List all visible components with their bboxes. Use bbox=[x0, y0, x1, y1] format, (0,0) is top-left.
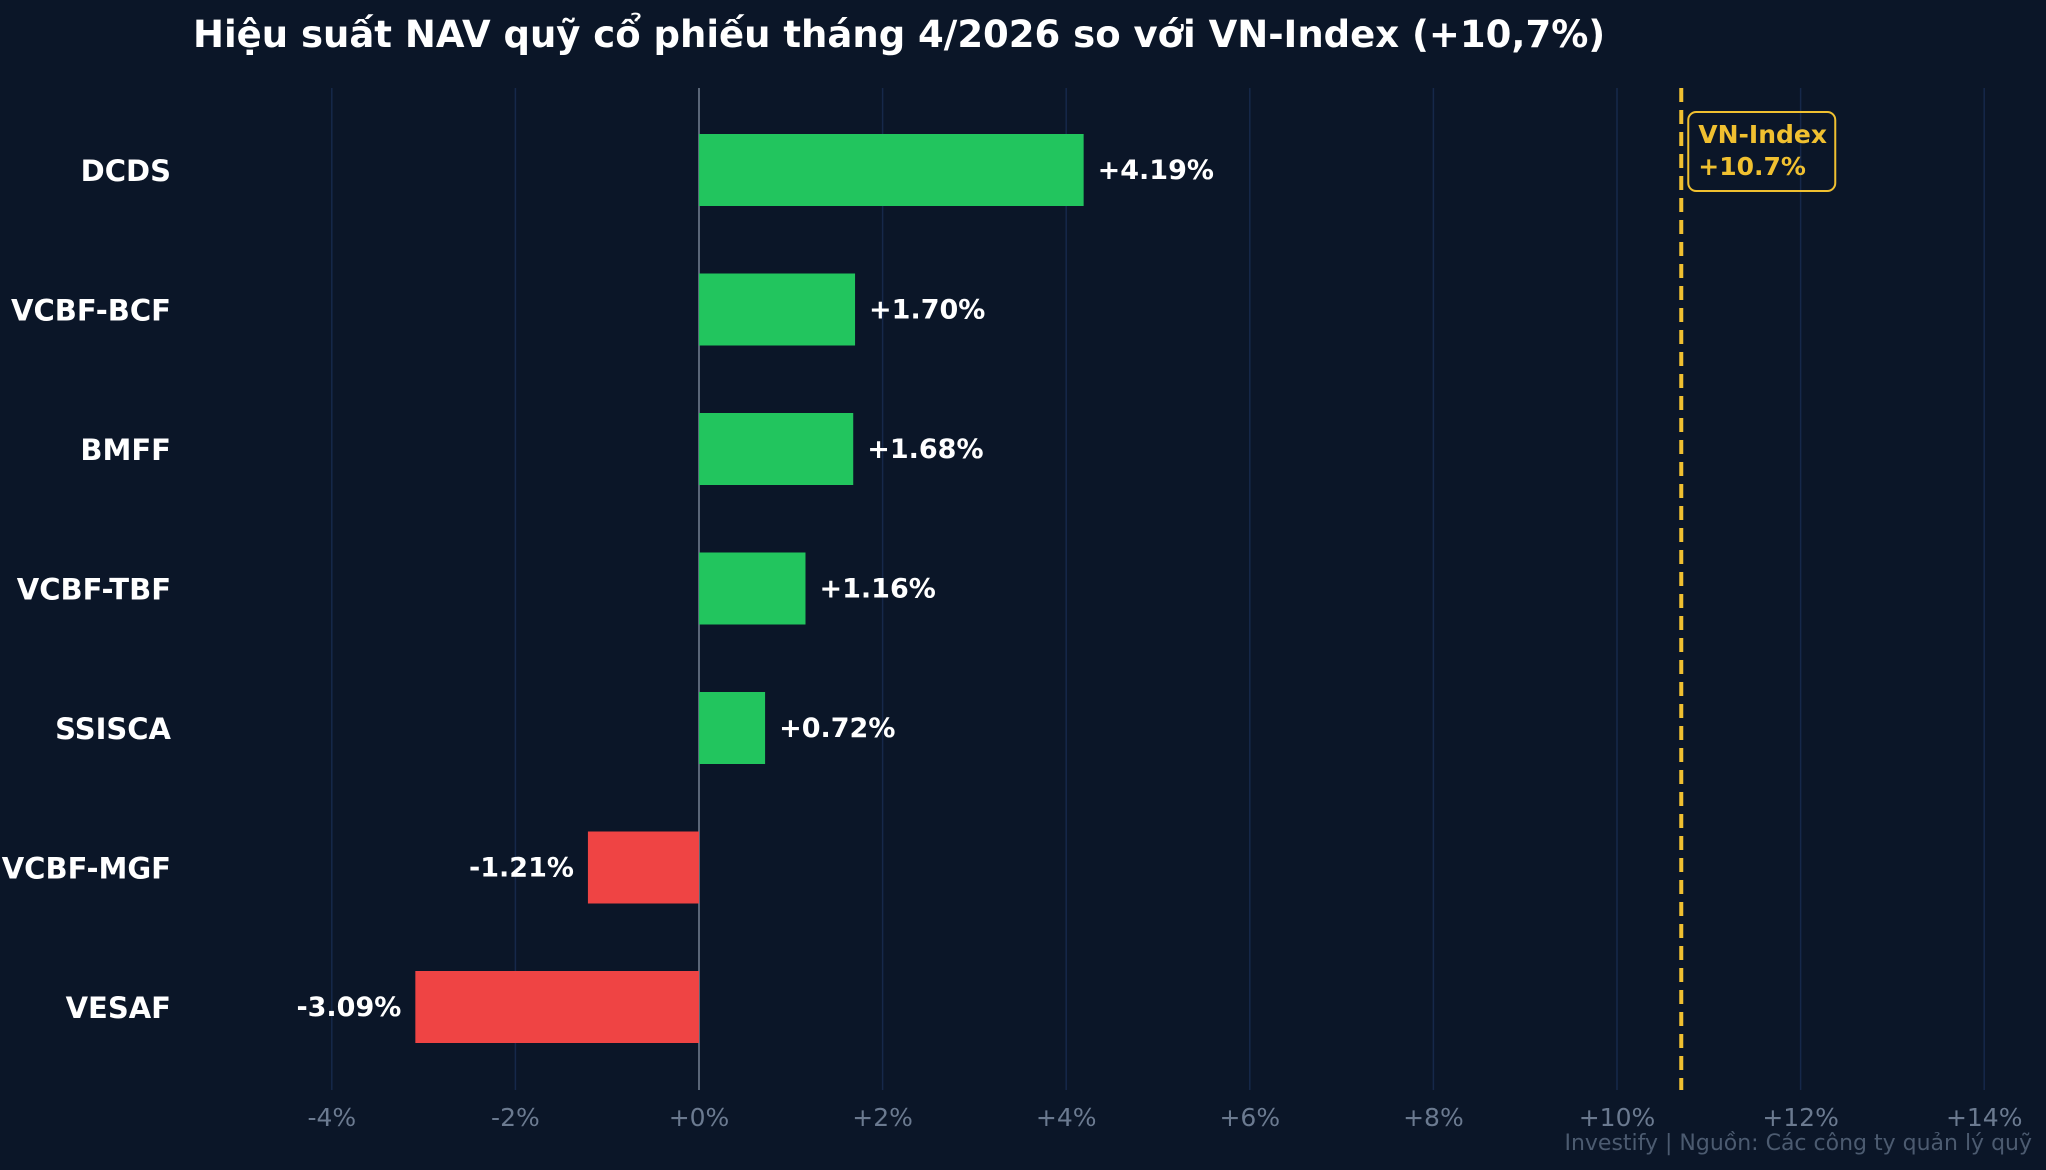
category-label: VESAF bbox=[66, 991, 171, 1025]
vn-index-value-label: +10.7% bbox=[1698, 152, 1806, 181]
x-tick-label: +12% bbox=[1762, 1103, 1839, 1132]
source-note: Investify | Nguồn: Các công ty quản lý q… bbox=[1564, 1131, 2032, 1156]
chart-title: Hiệu suất NAV quỹ cổ phiếu tháng 4/2026 … bbox=[193, 13, 1605, 56]
x-tick-label: +10% bbox=[1579, 1103, 1656, 1132]
data-label: +1.70% bbox=[869, 295, 985, 326]
bar-dcds bbox=[699, 134, 1084, 206]
x-tick-label: +0% bbox=[669, 1103, 730, 1132]
category-label: BMFF bbox=[80, 433, 171, 467]
data-label: +0.72% bbox=[779, 713, 895, 744]
x-tick-label: +2% bbox=[852, 1103, 913, 1132]
data-label: -3.09% bbox=[296, 992, 401, 1023]
x-tick-labels: -4% -2% +0% +2% +4% +6% +8% +10% +12% +14% bbox=[307, 1103, 2022, 1132]
category-label: SSISCA bbox=[55, 712, 171, 746]
bar-vcbf-bcf bbox=[699, 273, 856, 346]
x-tick-label: +6% bbox=[1219, 1103, 1280, 1132]
bars: +4.19% +1.70% +1.68% +1.16% +0.72% -1.21% -3.0… bbox=[296, 134, 1214, 1043]
data-label: +4.19% bbox=[1098, 155, 1214, 186]
bar-ssisca bbox=[699, 692, 766, 764]
vn-index-label: VN-Index bbox=[1698, 120, 1827, 149]
category-label: VCBF-BCF bbox=[11, 294, 171, 328]
x-tick-label: +14% bbox=[1946, 1103, 2023, 1132]
x-tick-label: +8% bbox=[1403, 1103, 1464, 1132]
x-tick-label: +4% bbox=[1036, 1103, 1097, 1132]
data-label: +1.16% bbox=[819, 574, 935, 605]
x-tick-label: -2% bbox=[491, 1103, 540, 1132]
bar-vesaf bbox=[415, 971, 699, 1043]
category-labels: DCDS VCBF-BCF BMFF VCBF-TBF SSISCA VCBF-MGF VE… bbox=[2, 154, 172, 1025]
category-label: VCBF-TBF bbox=[17, 573, 171, 607]
category-label: VCBF-MGF bbox=[2, 852, 171, 886]
vn-index-label-box bbox=[1687, 111, 1837, 192]
bar-vcbf-mgf bbox=[587, 831, 699, 904]
x-tick-label: -4% bbox=[307, 1103, 356, 1132]
category-label: DCDS bbox=[81, 154, 171, 188]
bar-vcbf-tbf bbox=[699, 552, 806, 625]
reference-line-group: VN-Index +10.7% bbox=[1679, 88, 1837, 1090]
bar-bmff bbox=[699, 413, 854, 485]
data-label: -1.21% bbox=[469, 853, 574, 884]
data-label: +1.68% bbox=[867, 434, 983, 465]
